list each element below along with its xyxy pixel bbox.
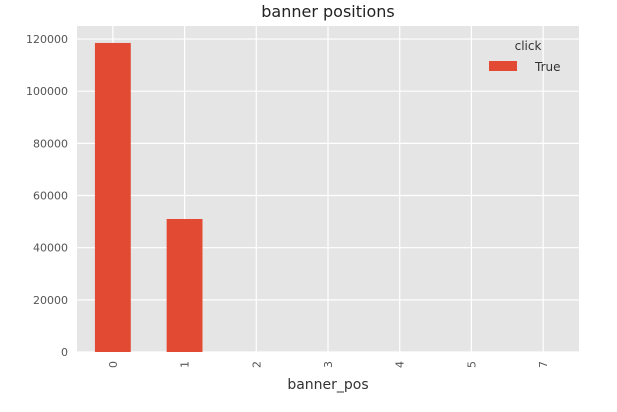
- legend-label-true: True: [534, 60, 561, 74]
- x-tick-label: 7: [537, 361, 550, 368]
- y-tick-label: 20000: [33, 294, 68, 307]
- x-tick-label: 0: [107, 361, 120, 368]
- legend: click True: [489, 39, 561, 74]
- legend-swatch-true: [489, 61, 517, 71]
- y-axis-ticks: 0 20000 40000 60000 80000 100000 120000: [26, 33, 68, 359]
- x-tick-label: 5: [465, 361, 478, 368]
- x-tick-label: 3: [322, 361, 335, 368]
- y-tick-label: 60000: [33, 190, 68, 203]
- y-tick-label: 100000: [26, 85, 68, 98]
- x-tick-label: 2: [250, 361, 263, 368]
- bars: [94, 42, 203, 353]
- y-tick-label: 120000: [26, 33, 68, 46]
- y-tick-label: 80000: [33, 137, 68, 150]
- x-axis-label: banner_pos: [287, 377, 368, 393]
- legend-title: click: [515, 39, 542, 53]
- chart-title: banner positions: [261, 2, 394, 21]
- y-tick-label: 40000: [33, 242, 68, 255]
- bar-0: [94, 42, 131, 353]
- x-tick-label: 1: [179, 361, 192, 368]
- bar-1: [166, 218, 203, 352]
- x-axis-ticks: 0 1 2 3 4 5 7: [107, 361, 550, 368]
- x-tick-label: 4: [394, 361, 407, 368]
- y-tick-label: 0: [61, 346, 68, 359]
